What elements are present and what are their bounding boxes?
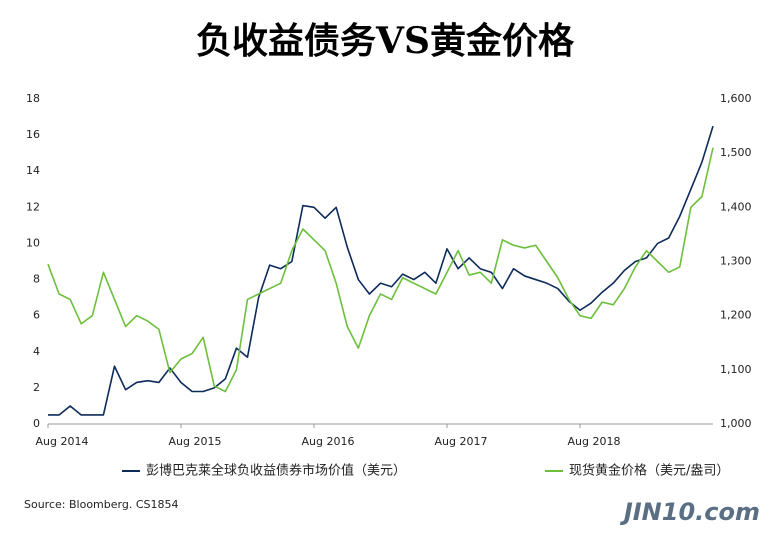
y-tick-label: 18: [26, 92, 40, 105]
x-tick-label: Aug 2014: [36, 435, 89, 448]
y-tick-label: 10: [26, 236, 40, 249]
y2-tick-label: 1,500: [720, 146, 752, 159]
y-tick-label: 16: [26, 128, 40, 141]
x-tick-label: Aug 2016: [302, 435, 355, 448]
y2-tick-label: 1,400: [720, 200, 752, 213]
x-tick-label: Aug 2018: [568, 435, 621, 448]
source-note: Source: Bloomberg. CS1854: [24, 498, 178, 511]
y-tick-label: 8: [33, 273, 40, 286]
legend-label: 彭博巴克莱全球负收益债券市场价值（美元）: [146, 463, 406, 479]
y2-tick-label: 1,300: [720, 255, 752, 268]
x-tick-label: Aug 2015: [169, 435, 222, 448]
y2-tick-label: 1,200: [720, 309, 752, 322]
y-tick-label: 2: [33, 381, 40, 394]
y-tick-label: 14: [26, 164, 40, 177]
y-tick-label: 0: [33, 417, 40, 430]
series-line: [48, 125, 714, 416]
x-tick-label: Aug 2017: [435, 435, 488, 448]
y2-tick-label: 1,100: [720, 363, 752, 376]
y-tick-label: 6: [33, 309, 40, 322]
watermark: JIN10.com: [620, 498, 760, 526]
y-tick-label: 4: [33, 345, 40, 358]
series-line: [47, 147, 714, 393]
y-tick-label: 12: [26, 200, 40, 213]
legend-label: 现货黄金价格（美元/盎司）: [569, 463, 729, 479]
y2-tick-label: 1,000: [720, 417, 752, 430]
y2-tick-label: 1,600: [720, 92, 752, 105]
chart-title: 负收益债务VS黄金价格: [196, 20, 575, 62]
